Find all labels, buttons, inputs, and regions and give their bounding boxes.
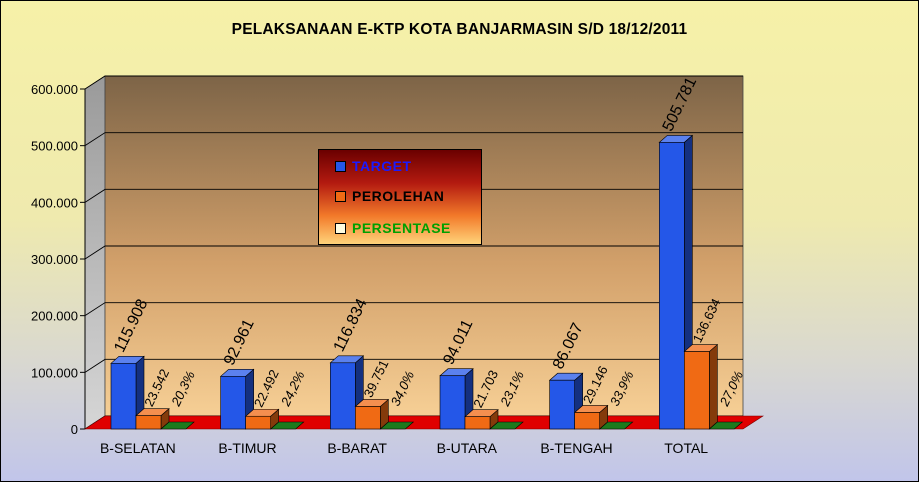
gridline bbox=[84, 245, 743, 260]
category-label: B-TENGAH bbox=[540, 440, 612, 456]
y-tick-label: 300.000 bbox=[31, 252, 78, 267]
bar-target bbox=[110, 363, 137, 430]
bar-perolehan bbox=[135, 415, 162, 430]
y-tick-label: 0 bbox=[71, 422, 78, 437]
y-tick-label: 600.000 bbox=[31, 82, 78, 97]
legend-label-persentase: PERSENTASE bbox=[352, 220, 451, 236]
bar-target bbox=[330, 362, 356, 430]
bar-target bbox=[439, 375, 466, 430]
y-tick-label: 200.000 bbox=[31, 309, 78, 324]
bar-persentase bbox=[379, 421, 415, 430]
legend: TARGET PEROLEHAN PERSENTASE bbox=[318, 149, 482, 245]
bar-persentase bbox=[269, 421, 305, 430]
bar-perolehan bbox=[574, 412, 600, 430]
bar-persentase bbox=[489, 421, 524, 430]
legend-swatch-perolehan bbox=[335, 190, 346, 202]
bar-target bbox=[220, 376, 246, 430]
bar-perolehan bbox=[684, 351, 710, 430]
legend-label-perolehan: PEROLEHAN bbox=[352, 188, 445, 204]
y-tick-label: 100.000 bbox=[31, 365, 78, 380]
legend-item-perolehan: PEROLEHAN bbox=[335, 188, 444, 204]
gridline bbox=[84, 132, 743, 147]
legend-swatch-persentase bbox=[335, 222, 346, 234]
legend-item-target: TARGET bbox=[335, 158, 412, 174]
y-tick-label: 500.000 bbox=[31, 139, 78, 154]
chart-title: PELAKSANAAN E-KTP KOTA BANJARMASIN S/D 1… bbox=[231, 21, 688, 38]
bar-persentase bbox=[598, 421, 634, 430]
bar-target bbox=[659, 142, 685, 430]
bar-perolehan bbox=[245, 415, 271, 430]
bar-persentase bbox=[160, 421, 195, 430]
legend-swatch-target bbox=[335, 160, 346, 172]
category-label: B-BARAT bbox=[327, 440, 387, 456]
bar-perolehan bbox=[355, 406, 381, 430]
gridline bbox=[84, 302, 743, 317]
legend-label-target: TARGET bbox=[352, 158, 412, 174]
bar-target bbox=[549, 379, 575, 430]
bar-perolehan bbox=[464, 416, 491, 430]
gridline bbox=[84, 188, 743, 203]
category-label: TOTAL bbox=[664, 440, 708, 456]
bar-perolehan-side bbox=[709, 343, 718, 430]
bar-persentase bbox=[708, 421, 744, 430]
gridline bbox=[84, 358, 743, 373]
category-label: B-SELATAN bbox=[100, 440, 176, 456]
category-label: B-TIMUR bbox=[218, 440, 276, 456]
gridline bbox=[84, 75, 743, 90]
category-label: B-UTARA bbox=[437, 440, 498, 456]
legend-item-persentase: PERSENTASE bbox=[335, 220, 451, 236]
y-tick-label: 400.000 bbox=[31, 195, 78, 210]
